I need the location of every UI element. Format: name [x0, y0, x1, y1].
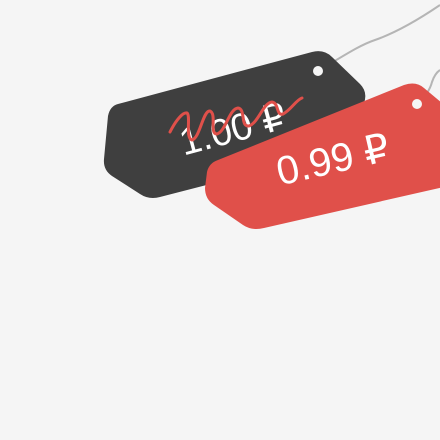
strikethrough-scribble — [168, 96, 304, 142]
new-price-tag-hole — [412, 99, 422, 109]
new-price-tag: 0.99 ₽ — [205, 83, 440, 229]
new-price-tag-shape — [205, 83, 440, 229]
dark-tag-string — [317, 4, 440, 72]
old-price-tag-hole — [313, 66, 323, 76]
old-price-tag-shape — [103, 51, 366, 198]
